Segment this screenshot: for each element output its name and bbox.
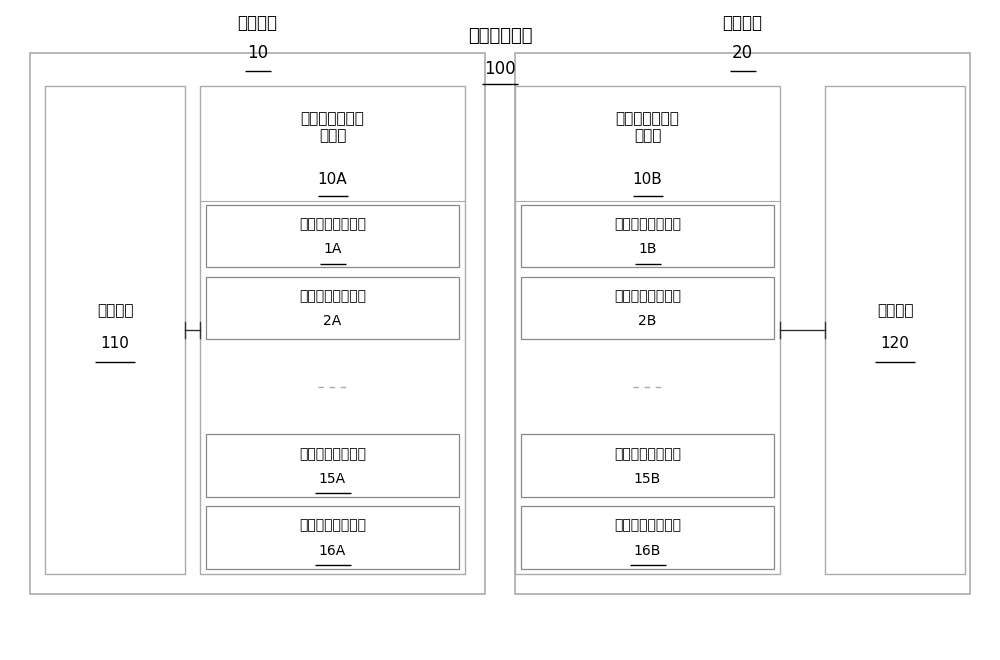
Bar [521,506,774,569]
Text: 16B: 16B [634,544,661,558]
Text: 第二电流检测模块: 第二电流检测模块 [614,519,681,533]
Bar [521,434,774,497]
Bar [206,506,459,569]
Bar [521,205,774,267]
Text: 辅机模块: 辅机模块 [877,303,913,317]
Bar [206,434,459,497]
Bar [515,53,970,594]
Text: 2B: 2B [638,314,657,328]
Text: 2A: 2A [323,314,342,328]
Text: 装置辅机: 装置辅机 [722,14,763,32]
Bar [521,277,774,339]
Text: 第一电流检测模块: 第一电流检测模块 [299,217,366,231]
Text: 10B: 10B [633,172,662,187]
Text: 120: 120 [881,336,909,350]
Text: 第二电流检测模块: 第二电流检测模块 [614,217,681,231]
Text: 主机模块: 主机模块 [97,303,133,317]
Bar [206,277,459,339]
Text: 第一电流检测模块: 第一电流检测模块 [299,447,366,461]
Bar [825,86,965,574]
Text: 多个第二电流检
测模块: 多个第二电流检 测模块 [616,111,679,143]
Text: 第一电流检测模块: 第一电流检测模块 [299,289,366,303]
Text: 装置主机: 装置主机 [238,14,278,32]
Bar [45,86,185,574]
Bar [515,86,780,574]
Text: 20: 20 [732,44,753,62]
Text: 第二电流检测模块: 第二电流检测模块 [614,447,681,461]
Bar [30,53,485,594]
Text: 100: 100 [484,60,516,79]
Text: 16A: 16A [319,544,346,558]
Text: 10: 10 [247,44,268,62]
Text: 多个第一电流检
测模块: 多个第一电流检 测模块 [301,111,364,143]
Bar [200,86,465,574]
Text: 1B: 1B [638,242,657,256]
Text: 第二电流检测模块: 第二电流检测模块 [614,289,681,303]
Bar [206,205,459,267]
Text: 10A: 10A [318,172,347,187]
Text: 1A: 1A [323,242,342,256]
Text: 芯线核对装置: 芯线核对装置 [468,27,532,46]
Text: 110: 110 [101,336,129,350]
Text: 第一电流检测模块: 第一电流检测模块 [299,519,366,533]
Text: 15A: 15A [319,472,346,486]
Text: 15B: 15B [634,472,661,486]
